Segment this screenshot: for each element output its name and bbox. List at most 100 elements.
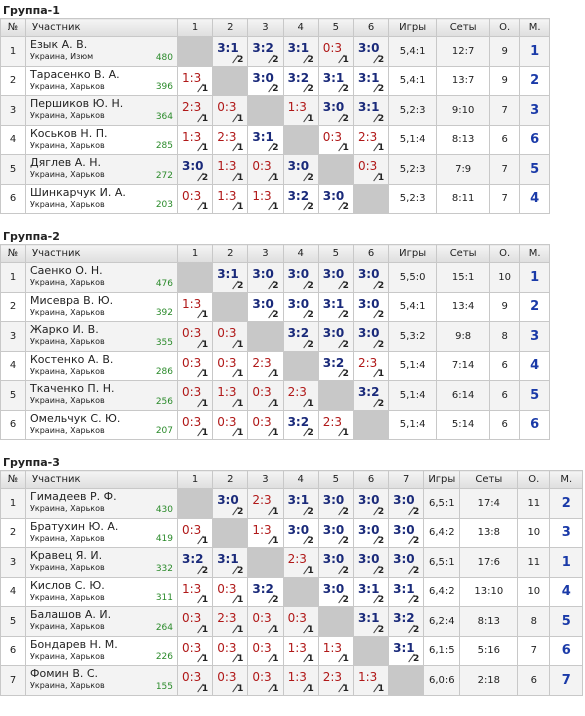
match-points: 2 — [377, 339, 385, 350]
match-result: 3:2 2 — [282, 65, 319, 96]
match-result: 0:3 1 — [317, 124, 354, 155]
match-result: 3:2 2 — [247, 36, 284, 67]
player-row: 6 Омельчук С. Ю. Украина, Харьков 207 0:3 1 0:… — [0, 409, 551, 440]
games: 6,2:4 — [423, 606, 461, 637]
match-points: 2 — [272, 280, 279, 291]
sets: 13:10 — [459, 576, 519, 607]
match-result: 3:0 2 — [388, 517, 425, 548]
column-header: 1 — [176, 470, 214, 489]
header-row: № Участник 1 2 3 4 5 6 7 Игры Сеты О. М. — [0, 470, 584, 489]
match-points: 2 — [342, 536, 349, 546]
match-result: 1:3 1 — [176, 291, 214, 322]
player-rating: 207 — [155, 426, 173, 436]
match-result: 1:3 1 — [282, 665, 319, 696]
player-row: 5 Балашов А. И. Украина, Харьков 264 0:3 1 2:3… — [0, 606, 584, 637]
match-result: 3:1 2 — [388, 576, 425, 607]
match-result: 3:0 2 — [247, 262, 284, 293]
match-points: 1 — [307, 683, 314, 694]
match-result: 0:3 1 — [212, 350, 249, 381]
match-result: 2:3 1 — [247, 488, 284, 519]
player-name: Першиков Ю. Н. — [30, 97, 124, 111]
column-header: Сеты — [459, 470, 519, 489]
match-points: 2 — [342, 595, 349, 605]
match-points: 2 — [237, 506, 244, 517]
match-score: 0:3 — [252, 414, 272, 429]
self-cell — [317, 154, 354, 185]
match-result: 3:1 2 — [388, 635, 425, 666]
player-cell: Саенко О. Н. Украина, Харьков 476 — [25, 262, 178, 293]
match-score: 0:3 — [252, 670, 272, 684]
player-row: 1 Гимадеев Р. Ф. Украина, Харьков 430 3:0 2 2:… — [0, 488, 584, 519]
match-score: 0:3 — [182, 414, 202, 429]
rank: 3 — [519, 321, 551, 352]
games: 6,1:5 — [423, 635, 461, 666]
match-result: 2:3 1 — [212, 124, 249, 155]
match-score: 0:3 — [182, 670, 202, 684]
match-score: 3:2 — [287, 414, 310, 429]
player-location: Украина, Харьков — [30, 533, 105, 543]
match-score: 0:3 — [252, 385, 272, 399]
seed-number: 6 — [0, 409, 26, 440]
match-points: 1 — [272, 654, 279, 664]
match-points: 1 — [201, 536, 209, 546]
match-score: 0:3 — [357, 159, 378, 173]
player-row: 1 Саенко О. Н. Украина, Харьков 476 3:1 2 3:0 2… — [0, 262, 551, 293]
match-result: 0:3 1 — [282, 606, 319, 637]
match-result: 3:0 2 — [317, 576, 354, 607]
match-result: 0:3 1 — [212, 95, 249, 126]
self-cell — [352, 183, 390, 214]
match-points: 1 — [237, 595, 244, 605]
rank: 5 — [519, 154, 551, 185]
match-result: 3:1 2 — [282, 36, 319, 67]
match-result: 3:0 2 — [317, 95, 354, 126]
sets: 9:8 — [436, 321, 491, 352]
games: 5,3:2 — [388, 321, 438, 352]
match-points: 2 — [307, 428, 314, 438]
points: 6 — [517, 665, 551, 696]
match-points: 1 — [307, 654, 314, 664]
group-table: № Участник 1 2 3 4 5 6 Игры Сеты О. М. 1 Езык А. В. Ук… — [0, 18, 551, 214]
seed-number: 2 — [0, 65, 26, 96]
match-points: 1 — [377, 683, 385, 694]
player-rating: 430 — [155, 504, 173, 515]
games: 5,4:1 — [388, 291, 438, 322]
player-location: Украина, Харьков — [30, 504, 105, 514]
seed-number: 1 — [0, 262, 26, 293]
match-score: 3:0 — [357, 41, 380, 55]
player-rating: 286 — [155, 367, 173, 377]
self-cell — [282, 576, 319, 607]
player-row: 3 Жарко И. В. Украина, Харьков 355 0:3 1 0:3 1 3… — [0, 321, 551, 352]
column-header: 1 — [176, 244, 214, 263]
match-result: 3:0 2 — [317, 517, 354, 548]
column-header: 3 — [247, 18, 284, 37]
match-points: 2 — [377, 398, 385, 409]
match-result: 3:0 2 — [317, 547, 354, 578]
match-points: 2 — [272, 54, 279, 65]
match-points: 2 — [342, 280, 349, 291]
column-header: 1 — [176, 18, 214, 37]
match-points: 1 — [272, 202, 279, 212]
match-result: 3:0 2 — [212, 488, 249, 519]
player-rating: 476 — [155, 278, 173, 289]
column-header: Участник — [25, 244, 178, 263]
player-name: Гимадеев Р. Ф. — [30, 490, 117, 504]
match-result: 3:0 2 — [282, 291, 319, 322]
match-result: 3:1 2 — [212, 36, 249, 67]
match-score: 3:0 — [322, 326, 345, 340]
match-result: 1:3 1 — [317, 635, 354, 666]
rank: 3 — [549, 517, 584, 548]
match-points: 2 — [377, 506, 385, 517]
column-header: 6 — [352, 18, 390, 37]
sets: 8:13 — [459, 606, 519, 637]
match-score: 3:1 — [357, 581, 380, 596]
match-result: 0:3 1 — [176, 350, 214, 381]
column-header: № — [0, 470, 26, 489]
column-header: 6 — [352, 470, 390, 489]
match-score: 1:3 — [217, 385, 237, 399]
match-result: 2:3 1 — [282, 380, 319, 411]
match-points: 2 — [307, 506, 314, 517]
seed-number: 6 — [0, 183, 26, 214]
match-result: 0:3 1 — [212, 321, 249, 352]
match-points: 2 — [272, 310, 279, 320]
match-result: 0:3 1 — [247, 409, 284, 440]
